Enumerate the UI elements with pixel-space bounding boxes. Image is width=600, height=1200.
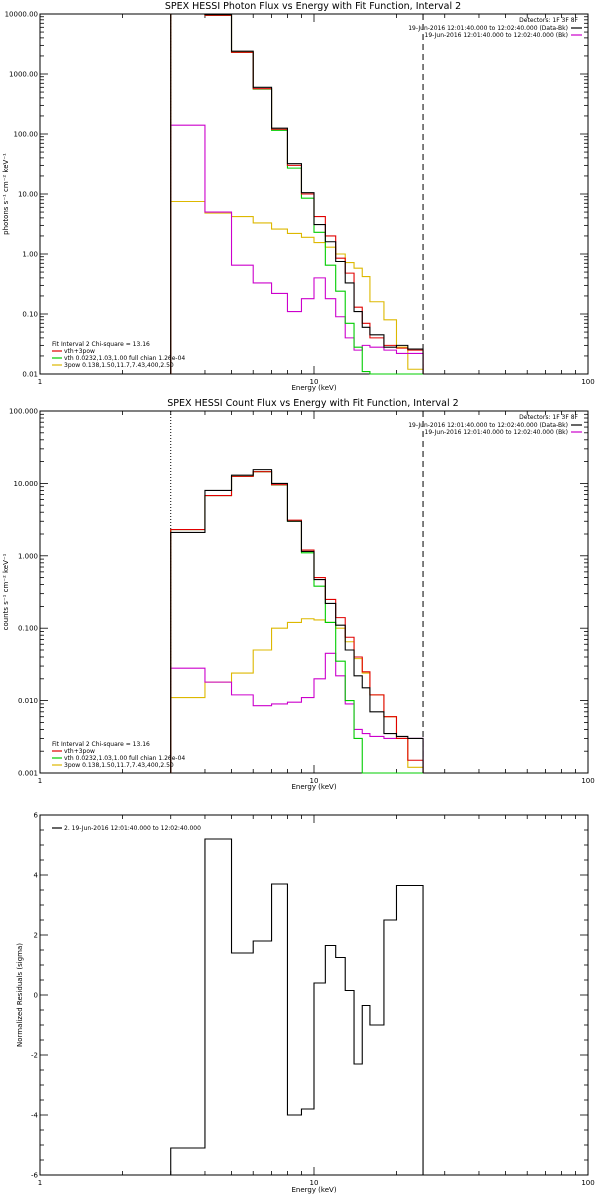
y-tick-label: -6: [31, 1172, 39, 1180]
x-tick-label: 1: [38, 1179, 42, 1187]
data-interval-label: 19-Jun-2016 12:01:40.000 to 12:02:40.000…: [408, 422, 568, 429]
detectors-label: Detectors: 1F 3F 8F: [519, 17, 578, 24]
data-series-line: [170, 469, 424, 773]
3pow-series-line: [170, 200, 424, 374]
y-tick-label: 0.100: [18, 625, 38, 633]
x-axis-label: Energy (keV): [291, 783, 336, 791]
y-tick-label: 10.00: [18, 191, 38, 199]
y-tick-label: 1000.00: [9, 71, 38, 79]
y-tick-label: 100.00: [14, 131, 39, 139]
bk-interval-label: 19-Jun-2016 12:01:40.000 to 12:02:40.000…: [425, 429, 568, 436]
x-tick-label: 10: [310, 1179, 319, 1187]
y-axis-label: photons s⁻¹ cm⁻² keV⁻¹: [2, 153, 10, 235]
x-tick-labels: 1 10 100: [38, 378, 595, 386]
fit-chisq-label: Fit Interval 2 Chi-square = 13.16: [52, 341, 150, 348]
axis-ticks: [39, 411, 588, 774]
photon-flux-chart: SPEX HESSI Photon Flux vs Energy with Fi…: [2, 1, 595, 392]
y-tick-label: 6: [34, 812, 39, 820]
data-series-line: [170, 838, 424, 1175]
x-tick-label: 1: [38, 777, 42, 785]
total-series-line: [170, 471, 424, 773]
x-tick-label: 10: [310, 378, 319, 386]
y-tick-label: 4: [34, 872, 39, 880]
axis-ticks: [39, 814, 588, 1176]
y-tick-labels: 0.001 0.010 0.100 1.000 10.000 100.000: [9, 408, 38, 778]
fit-chisq-label: Fit Interval 2 Chi-square = 13.16: [52, 741, 150, 748]
legend-3pow-label: 3pow 0.138,1.50,11.7,7.43,400,2.50: [64, 762, 174, 769]
y-tick-label: 0.01: [22, 371, 38, 379]
residual-legend: 2. 19-Jun-2016 12:01:40.000 to 12:02:40.…: [52, 825, 201, 832]
y-tick-label: 100.000: [9, 408, 38, 416]
chart-title: SPEX HESSI Photon Flux vs Energy with Fi…: [165, 1, 461, 12]
detector-info: Detectors: 1F 3F 8F 19-Jun-2016 12:01:40…: [408, 414, 582, 436]
y-tick-label: 0.010: [18, 697, 38, 705]
plot-frame: [39, 410, 589, 774]
background-series-line: [170, 124, 424, 374]
energy-range-markers: [170, 411, 424, 773]
x-tick-labels: 1 10 100: [38, 1179, 595, 1187]
fit-legend: Fit Interval 2 Chi-square = 13.16 vth+3p…: [52, 741, 185, 769]
residual-series: [170, 838, 424, 1175]
legend-vth-label: vth 0.0232,1.03,1.00 full chian 1.26e-04: [64, 355, 185, 362]
y-tick-label: -2: [31, 1052, 38, 1060]
y-tick-label: 0.10: [22, 311, 38, 319]
y-tick-label: -4: [31, 1112, 39, 1120]
legend-vth-label: vth 0.0232,1.03,1.00 full chian 1.26e-04: [64, 755, 185, 762]
y-tick-label: 10.000: [14, 480, 39, 488]
residuals-chart: -6 -4 -2 0 2 4 6 1 10 100 Energy (keV) N…: [16, 812, 595, 1195]
detectors-label: Detectors: 1F 3F 8F: [519, 414, 578, 421]
data-interval-label: 19-Jun-2016 12:01:40.000 to 12:02:40.000…: [408, 25, 568, 32]
spectrum-series: [170, 469, 424, 774]
y-tick-label: 1.00: [22, 251, 38, 259]
x-axis-label: Energy (keV): [291, 384, 336, 392]
y-tick-labels: -6 -4 -2 0 2 4 6: [31, 812, 39, 1180]
x-tick-label: 100: [581, 777, 594, 785]
y-tick-label: 0.001: [18, 770, 38, 778]
detector-info: Detectors: 1F 3F 8F 19-Jun-2016 12:01:40…: [408, 17, 582, 39]
axis-ticks: [39, 14, 588, 375]
count-flux-chart: SPEX HESSI Count Flux vs Energy with Fit…: [2, 398, 595, 791]
legend-3pow-label: 3pow 0.138,1.50,11.7,7.43,400,2.50: [64, 362, 174, 369]
y-axis-label: Normalized Residuals (sigma): [16, 943, 24, 1047]
x-axis-label: Energy (keV): [291, 1186, 336, 1194]
x-tick-label: 100: [581, 1179, 594, 1187]
x-tick-labels: 1 10 100: [38, 777, 595, 785]
fit-legend: Fit Interval 2 Chi-square = 13.16 vth+3p…: [52, 341, 185, 369]
y-tick-label: 2: [34, 932, 38, 940]
y-tick-label: 1.000: [18, 552, 38, 560]
background-series-line: [170, 652, 424, 773]
total-series-line: [170, 13, 424, 374]
data-series-line: [170, 13, 424, 374]
y-axis-label: counts s⁻¹ cm⁻² keV⁻¹: [2, 553, 10, 630]
bk-interval-label: 19-Jun-2016 12:01:40.000 to 12:02:40.000…: [425, 32, 568, 39]
interval-legend-label: 2. 19-Jun-2016 12:01:40.000 to 12:02:40.…: [64, 825, 201, 832]
3pow-series-line: [170, 618, 424, 773]
y-tick-label: 10000.00: [5, 11, 38, 19]
x-tick-label: 1: [38, 378, 42, 386]
legend-total-label: vth+3pow: [64, 348, 95, 355]
spectrum-series: [170, 13, 424, 375]
y-tick-labels: 0.01 0.10 1.00 10.00 100.00 1000.00 1000…: [5, 11, 38, 379]
legend-total-label: vth+3pow: [64, 748, 95, 755]
x-tick-label: 10: [310, 777, 319, 785]
y-tick-label: 0: [34, 992, 38, 1000]
x-tick-label: 100: [581, 378, 594, 386]
chart-title: SPEX HESSI Count Flux vs Energy with Fit…: [167, 398, 458, 409]
